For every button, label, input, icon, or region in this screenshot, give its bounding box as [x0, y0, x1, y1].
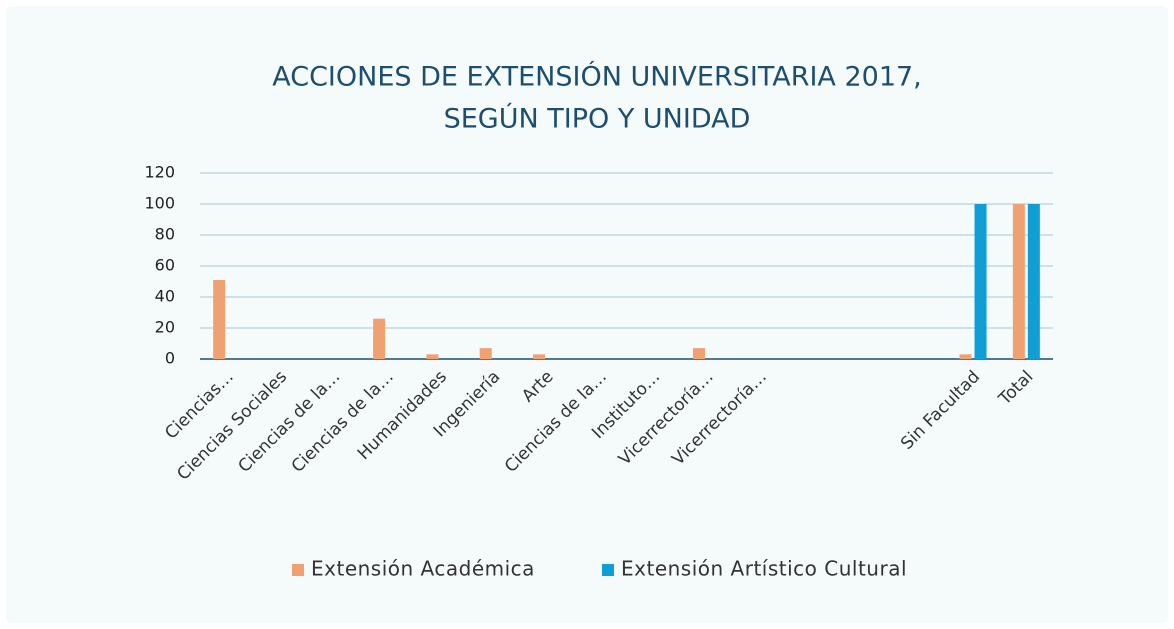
bar: [479, 348, 492, 359]
legend-label: Extensión Artístico Cultural: [621, 557, 907, 581]
bar: [974, 204, 987, 359]
bar: [213, 279, 226, 359]
y-tick-label: 80: [155, 225, 175, 244]
y-tick-label: 60: [155, 256, 175, 275]
bar: [426, 354, 439, 359]
bar: [373, 318, 386, 359]
y-tick-label: 0: [165, 349, 175, 368]
bar: [1027, 204, 1040, 359]
y-tick-label: 100: [144, 194, 175, 213]
legend-swatch: [292, 564, 304, 576]
y-tick-label: 40: [155, 287, 175, 306]
chart-title: SEGÚN TIPO Y UNIDAD: [444, 103, 751, 135]
bar: [1012, 204, 1025, 359]
y-tick-label: 20: [155, 318, 175, 337]
bar: [959, 354, 972, 359]
bar: [533, 354, 546, 359]
legend-swatch: [602, 564, 614, 576]
background: [6, 6, 1168, 623]
legend-label: Extensión Académica: [311, 557, 535, 581]
chart-title: ACCIONES DE EXTENSIÓN UNIVERSITARIA 2017…: [272, 61, 922, 93]
y-tick-label: 120: [144, 163, 175, 182]
bar: [692, 348, 705, 359]
